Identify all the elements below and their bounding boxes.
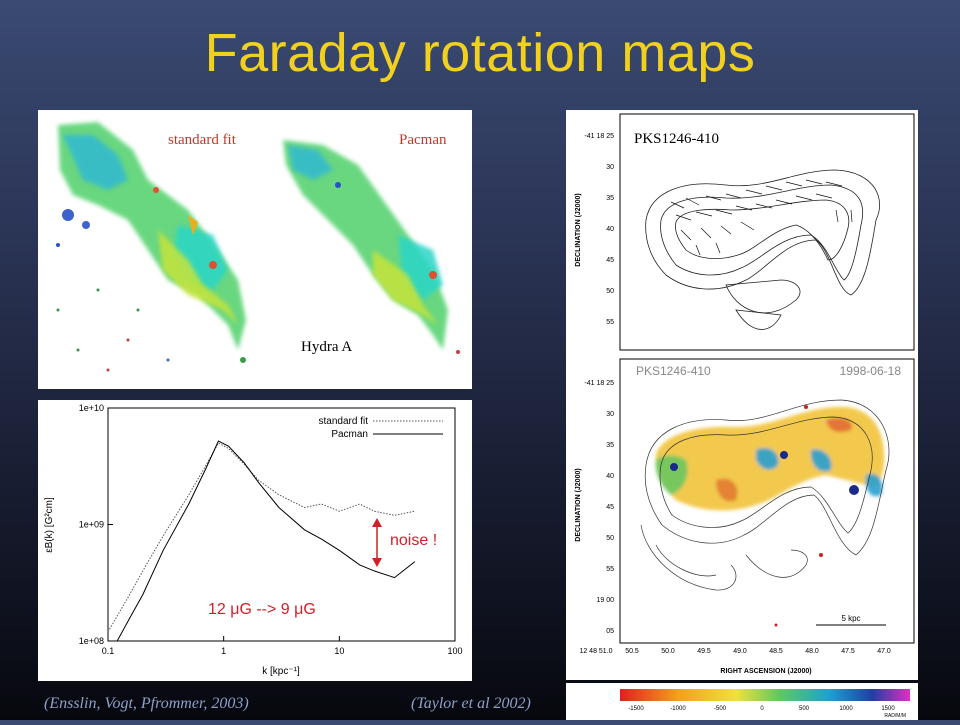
x-tick-label: 0.1 (102, 646, 115, 656)
hydra-rm-maps (56, 122, 460, 372)
hydra-pacman-map (283, 140, 460, 354)
pks-top-ytick-label: 55 (606, 319, 614, 326)
pks-bottom-ytick-label: 35 (606, 442, 614, 449)
series-standard-fit-line (107, 442, 415, 633)
pks-bottom-xtick-label: 47.0 (877, 648, 891, 655)
pks-bottom-xtick-label: 48.5 (769, 648, 783, 655)
pks-bottom-xtick-label: 50.5 (625, 648, 639, 655)
pks-bottom-xtick-label: 47.5 (841, 648, 855, 655)
citation-ensslin: (Ensslin, Vogt, Pfrommer, 2003) (44, 695, 249, 712)
legend-standard-fit: standard fit (319, 416, 369, 427)
legend-pacman: Pacman (331, 429, 368, 440)
pks-bottom-xtick-label: 50.0 (661, 648, 675, 655)
pks-bottom-ytick-label: 30 (606, 411, 614, 418)
pks-contour-vector-map: -41 18 25 30 35 40 45 50 55 DECLINATION (J2000… (575, 113, 915, 351)
colorbar-gradient (620, 689, 910, 701)
pks-top-ytick-label: 45 (606, 257, 614, 264)
series-pacman-line (116, 440, 416, 642)
pks-bottom-ytick-label: -41 18 25 (584, 380, 614, 387)
pks-bottom-ytick-label: 05 (606, 628, 614, 635)
power-spectrum-chart: 1e+10 1e+09 1e+080.1 1 10 100 εB(k) [G²cm] k … (44, 403, 463, 677)
pks-rm-map: 5 kpc PKS1246-410 1998-06-18 -41 18 25 30… (575, 358, 915, 675)
noise-arrow-head-up (372, 518, 382, 527)
pks-bottom-frame (619, 358, 915, 644)
pks-bottom-contours (640, 399, 890, 591)
colorbar-tick-label: -500 (714, 706, 727, 712)
pks-bottom-ytick-label: 50 (606, 535, 614, 542)
pks-bottom-xtick-label: 49.5 (697, 648, 711, 655)
x-tick-label: 100 (447, 646, 462, 656)
pks-bottom-ytick-label: 55 (606, 566, 614, 573)
noise-arrow-head-down (372, 558, 382, 567)
pks-bottom-xtick-label: 12 48 51.0 (579, 648, 612, 655)
pks-vector-map-panel: -41 18 25 30 35 40 45 50 55 DECLINATION (J2000… (566, 110, 918, 355)
pks-bottom-xlabel: RIGHT ASCENSION (J2000) (720, 668, 811, 675)
pks-top-ytick-label: 35 (606, 195, 614, 202)
pks-top-ytick-label: -41 18 25 (584, 133, 614, 140)
pks-bottom-ytick-label: 45 (606, 504, 614, 511)
y-tick-label: 1e+10 (79, 403, 104, 413)
x-axis-label: k [kpc⁻¹] (262, 666, 300, 677)
scalebar-label: 5 kpc (841, 614, 860, 623)
spectrum-panel: 1e+10 1e+09 1e+08 0.1 1 10 100 εB(k) [G²cm] k … (38, 400, 472, 681)
hydra-rm-panel: standard fit Pacman Hydra A (38, 110, 472, 389)
x-tick-label: 1 (221, 646, 226, 656)
pks-top-ylabel: DECLINATION (J2000) (575, 193, 582, 266)
label-hydra-a: Hydra A (301, 339, 353, 355)
colorbar-unit: RAD/M/M (884, 713, 906, 719)
pks-bottom-source-label: PKS1246-410 (636, 364, 711, 378)
citation-taylor: (Taylor et al 2002) (411, 695, 531, 712)
noise-annotation: noise ! (390, 532, 437, 549)
pks-top-ytick-label: 50 (606, 288, 614, 295)
colorbar-tick-label: 0 (760, 706, 764, 712)
pks-bottom-xtick-label: 48.0 (805, 648, 819, 655)
hydra-standard-map (56, 122, 246, 372)
slide-title: Faraday rotation maps (204, 23, 756, 83)
pks-rm-map-panel: 5 kpc PKS1246-410 1998-06-18 -41 18 25 30… (566, 355, 918, 680)
x-tick-label: 10 (334, 646, 344, 656)
colorbar-tick-label: -1000 (670, 706, 686, 712)
pks-bottom-ylabel: DECLINATION (J2000) (575, 468, 582, 541)
label-pacman: Pacman (399, 132, 447, 148)
pks-top-source-label: PKS1246-410 (634, 131, 720, 147)
colorbar-tick-label: -1500 (628, 706, 644, 712)
pks-top-frame (619, 113, 915, 351)
colorbar-tick-label: 500 (799, 706, 810, 712)
field-annotation: 12 μG --> 9 μG (208, 601, 316, 618)
colorbar-tick-label: 1000 (839, 706, 853, 712)
y-tick-label: 1e+08 (79, 636, 104, 646)
colorbar-tick-label: 1500 (881, 706, 895, 712)
pks-bottom-xtick-label: 49.0 (733, 648, 747, 655)
pks-bottom-ytick-label: 40 (606, 473, 614, 480)
pks-rm-colors (655, 406, 885, 511)
pks-top-ytick-label: 30 (606, 164, 614, 171)
label-standard-fit: standard fit (168, 132, 236, 148)
y-tick-label: 1e+09 (79, 520, 104, 530)
pks-top-ytick-label: 40 (606, 226, 614, 233)
pks-top-contours (645, 169, 880, 330)
pks-bottom-date-label: 1998-06-18 (840, 364, 902, 378)
rm-colorbar: -1500 -1000 -500 0 500 1000 1500 RAD/M/M (566, 683, 918, 720)
pks-polarization-vectors (670, 179, 853, 256)
pks-bottom-ytick-label: 19 00 (596, 597, 614, 604)
y-axis-label: εB(k) [G²cm] (44, 497, 55, 553)
